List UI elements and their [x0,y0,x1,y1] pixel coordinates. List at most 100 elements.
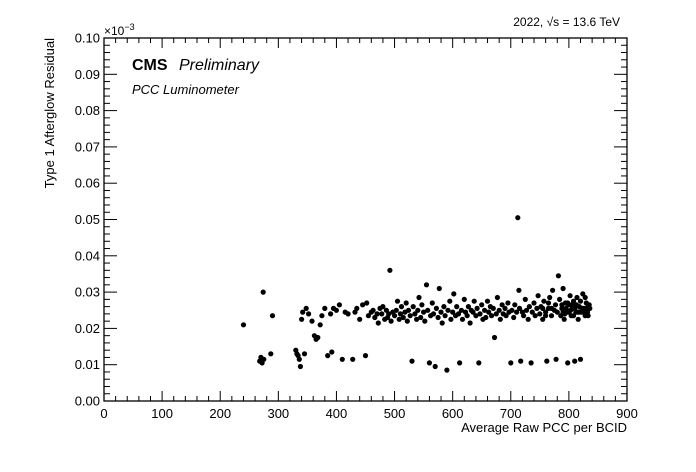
scatter-point [328,311,334,317]
scatter-point [512,302,518,308]
scatter-point [572,358,578,364]
x-tick-label: 500 [384,406,406,421]
scatter-point [509,307,515,313]
scatter-point [511,314,517,321]
scatter-point [438,309,444,315]
scatter-point [540,305,546,311]
x-tick-label: 800 [558,406,580,421]
x-axis-title: Average Raw PCC per BCID [461,420,627,435]
scatter-point [421,309,427,315]
scatter-point [325,353,331,359]
x-tick-label: 0 [100,406,107,421]
scatter-point [543,309,549,315]
scatter-point [569,302,575,308]
y-tick-label: 0.02 [75,321,100,336]
scatter-point [317,322,323,328]
scatter-point [583,305,589,311]
scatter-point [482,307,488,313]
scatter-point [552,302,559,308]
scatter-point [419,302,425,308]
scatter-point [565,300,571,306]
y-tick-label: 0.08 [75,103,100,118]
scatter-point [582,294,588,301]
scatter-point [577,356,584,362]
scatter-point [565,360,571,366]
scatter-point [548,305,555,311]
scatter-point [505,300,511,306]
scatter-point [299,316,305,322]
scatter-point [545,300,552,306]
scatter-point [455,311,462,317]
scatter-point [357,316,363,322]
scatter-point [555,273,562,279]
x-tick-label: 300 [267,406,289,421]
scatter-point [560,285,566,292]
scatter-point [516,287,522,293]
scatter-point [350,356,356,362]
scatter-point [336,302,342,308]
scatter-point [364,300,370,306]
scatter-point [477,311,483,317]
scatter-point [398,304,405,310]
scatter-point [301,351,308,357]
scatter-point [567,293,573,299]
scatter-point [448,316,454,322]
x-tick-label: 700 [500,406,522,421]
scatter-point [526,304,533,310]
scatter-point [432,363,438,370]
scatter-point [412,311,418,317]
scatter-point [494,294,500,301]
scatter-point [515,215,521,221]
scatter-point [410,304,416,310]
scatter-point [483,314,489,321]
scatter-point [415,307,421,313]
scatter-point [303,305,309,311]
scatter-point [557,296,563,302]
scatter-point [522,296,528,302]
preliminary-label: Preliminary [179,57,260,74]
scatter-point [439,320,445,326]
scatter-point [502,305,508,311]
scatter-point [532,313,538,319]
scatter-point [516,305,523,311]
scatter-point [586,302,592,308]
scatter-point [436,285,442,292]
scatter-point [540,316,546,322]
y-axis-ticks: 0.00 0.01 0.02 0.03 0.04 0.05 0.06 0.07 0.08 0.09… [75,31,627,409]
scatter-point [508,360,514,366]
scatter-point [392,313,398,319]
scatter-point [400,314,406,321]
scatter-point [579,305,585,311]
scatter-point [329,349,335,355]
scatter-point [486,309,492,315]
y-tick-label: 0.03 [75,285,100,300]
x-tick-label: 200 [209,406,231,421]
scatter-point [559,302,565,308]
scatter-point [333,307,339,313]
scatter-point [442,313,448,319]
scatter-point [319,313,325,319]
scatter-point [386,311,392,317]
scatter-point [450,309,456,315]
scatter-point [451,291,457,297]
scatter-point [521,313,527,319]
scatter-point [365,313,371,319]
scatter-point [493,311,499,317]
scatter-point [491,334,498,341]
scatter-point [362,353,369,359]
scatter-point [490,305,496,311]
scatter-point [422,318,428,324]
x-tick-label: 600 [442,406,464,421]
scatter-point [423,282,430,288]
scatter-point [518,358,524,364]
scatter-point [550,287,556,293]
scatter-point [430,311,437,317]
scatter-point [261,356,267,362]
scatter-point [535,293,541,299]
y-tick-label: 0.09 [75,67,100,82]
scatter-point [414,316,420,322]
scatter-point [529,309,535,315]
scatter-point [379,311,385,317]
